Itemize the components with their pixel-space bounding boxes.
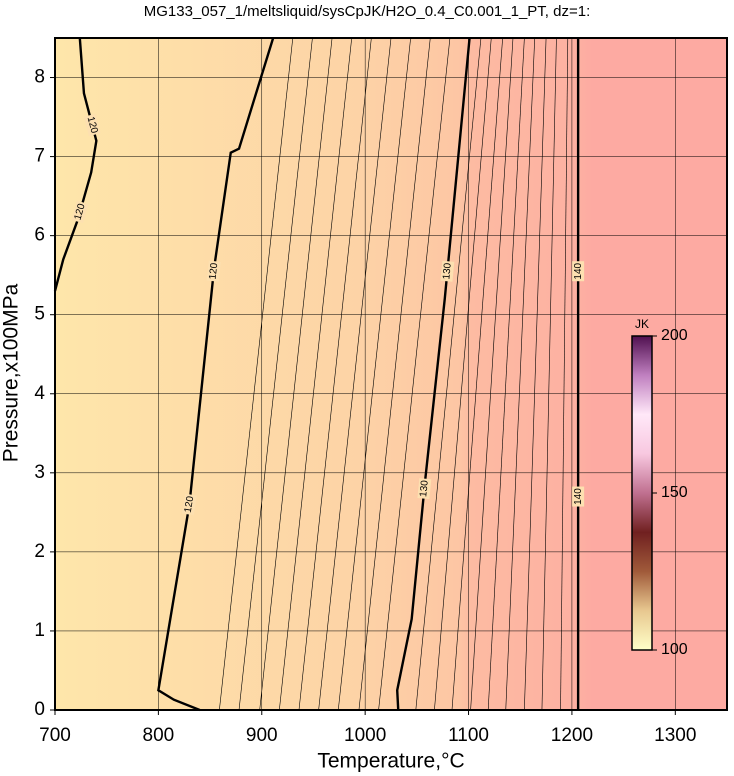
minor-contour — [415, 37, 482, 711]
contour-label-bg — [71, 200, 89, 224]
minor-contour — [470, 37, 514, 711]
minor-contour — [318, 37, 392, 711]
contour-label-bg — [181, 493, 197, 516]
contour-label-group: 120 — [71, 200, 89, 224]
y-tick-label: 4 — [34, 383, 45, 404]
major-contour — [157, 37, 275, 712]
major-contour — [395, 37, 471, 711]
minor-contour — [238, 37, 313, 711]
minor-contour — [524, 37, 547, 711]
contour-label: 120 — [183, 495, 197, 514]
contour-label-group: 120 — [181, 493, 197, 516]
x-tick-label: 1100 — [448, 725, 489, 746]
x-tick-label: 800 — [143, 725, 175, 746]
y-tick-label: 5 — [34, 304, 45, 325]
contour-label: 140 — [573, 488, 584, 505]
minor-contour — [378, 37, 451, 711]
minor-contour — [451, 37, 503, 711]
contour-label-bg — [417, 478, 432, 500]
contour-label: 130 — [418, 479, 431, 497]
minor-contour — [541, 37, 557, 711]
contour-label-group: 120 — [206, 260, 221, 282]
y-tick-label: 3 — [34, 462, 45, 483]
chart-title: MG133_057_1/meltsliquid/sysCpJK/H2O_0.4_… — [144, 3, 591, 20]
minor-contour — [487, 37, 525, 711]
y-axis-label: Pressure,x100MPa — [0, 283, 23, 462]
x-tick-label: 1000 — [344, 725, 386, 746]
minor-contour — [505, 37, 536, 711]
contour-label-group: 140 — [572, 486, 585, 507]
x-tick-label: 1200 — [551, 725, 593, 746]
colorbar — [631, 335, 653, 651]
contour-label-bg — [440, 260, 455, 282]
minor-contour — [298, 37, 372, 711]
major-contour — [53, 37, 98, 292]
x-axis-label: Temperature,°C — [317, 750, 464, 773]
contour-label-bg — [83, 113, 101, 137]
y-tick-label: 6 — [34, 225, 45, 246]
minor-contour — [279, 37, 353, 711]
contour-label: 120 — [73, 202, 88, 221]
contour-label: 120 — [85, 116, 100, 135]
contour-label: 140 — [573, 262, 584, 279]
contour-label: 120 — [208, 262, 221, 280]
minor-contour — [560, 37, 569, 711]
colorbar-tick-label: 100 — [661, 641, 688, 658]
contour-label-bg — [206, 260, 221, 282]
x-tick-label: 900 — [246, 725, 278, 746]
minor-contour — [434, 37, 492, 711]
contour-label-bg — [572, 261, 585, 282]
plot-background — [55, 38, 727, 710]
contour-label-group: 120 — [83, 113, 101, 137]
minor-contour — [219, 37, 294, 711]
colorbar-label: JK — [635, 317, 649, 331]
y-tick-label: 8 — [34, 67, 45, 88]
x-tick-label: 1300 — [654, 725, 696, 746]
contour-label: 130 — [441, 262, 454, 280]
contour-label-bg — [572, 486, 585, 507]
colorbar-tick-label: 150 — [661, 484, 688, 501]
y-tick-label: 1 — [34, 620, 45, 641]
minor-contour — [358, 37, 431, 711]
y-tick-label: 2 — [34, 541, 45, 562]
y-tick-label: 0 — [34, 699, 45, 720]
x-tick-label: 700 — [39, 725, 71, 746]
contour-label-group: 130 — [417, 478, 432, 500]
contour-label-group: 140 — [572, 261, 585, 282]
minor-contour — [337, 37, 411, 711]
y-tick-label: 7 — [34, 146, 45, 167]
minor-contour — [259, 37, 333, 711]
contour-label-group: 130 — [440, 260, 455, 282]
plot-frame — [54, 37, 728, 711]
colorbar-tick-label: 200 — [661, 327, 688, 344]
